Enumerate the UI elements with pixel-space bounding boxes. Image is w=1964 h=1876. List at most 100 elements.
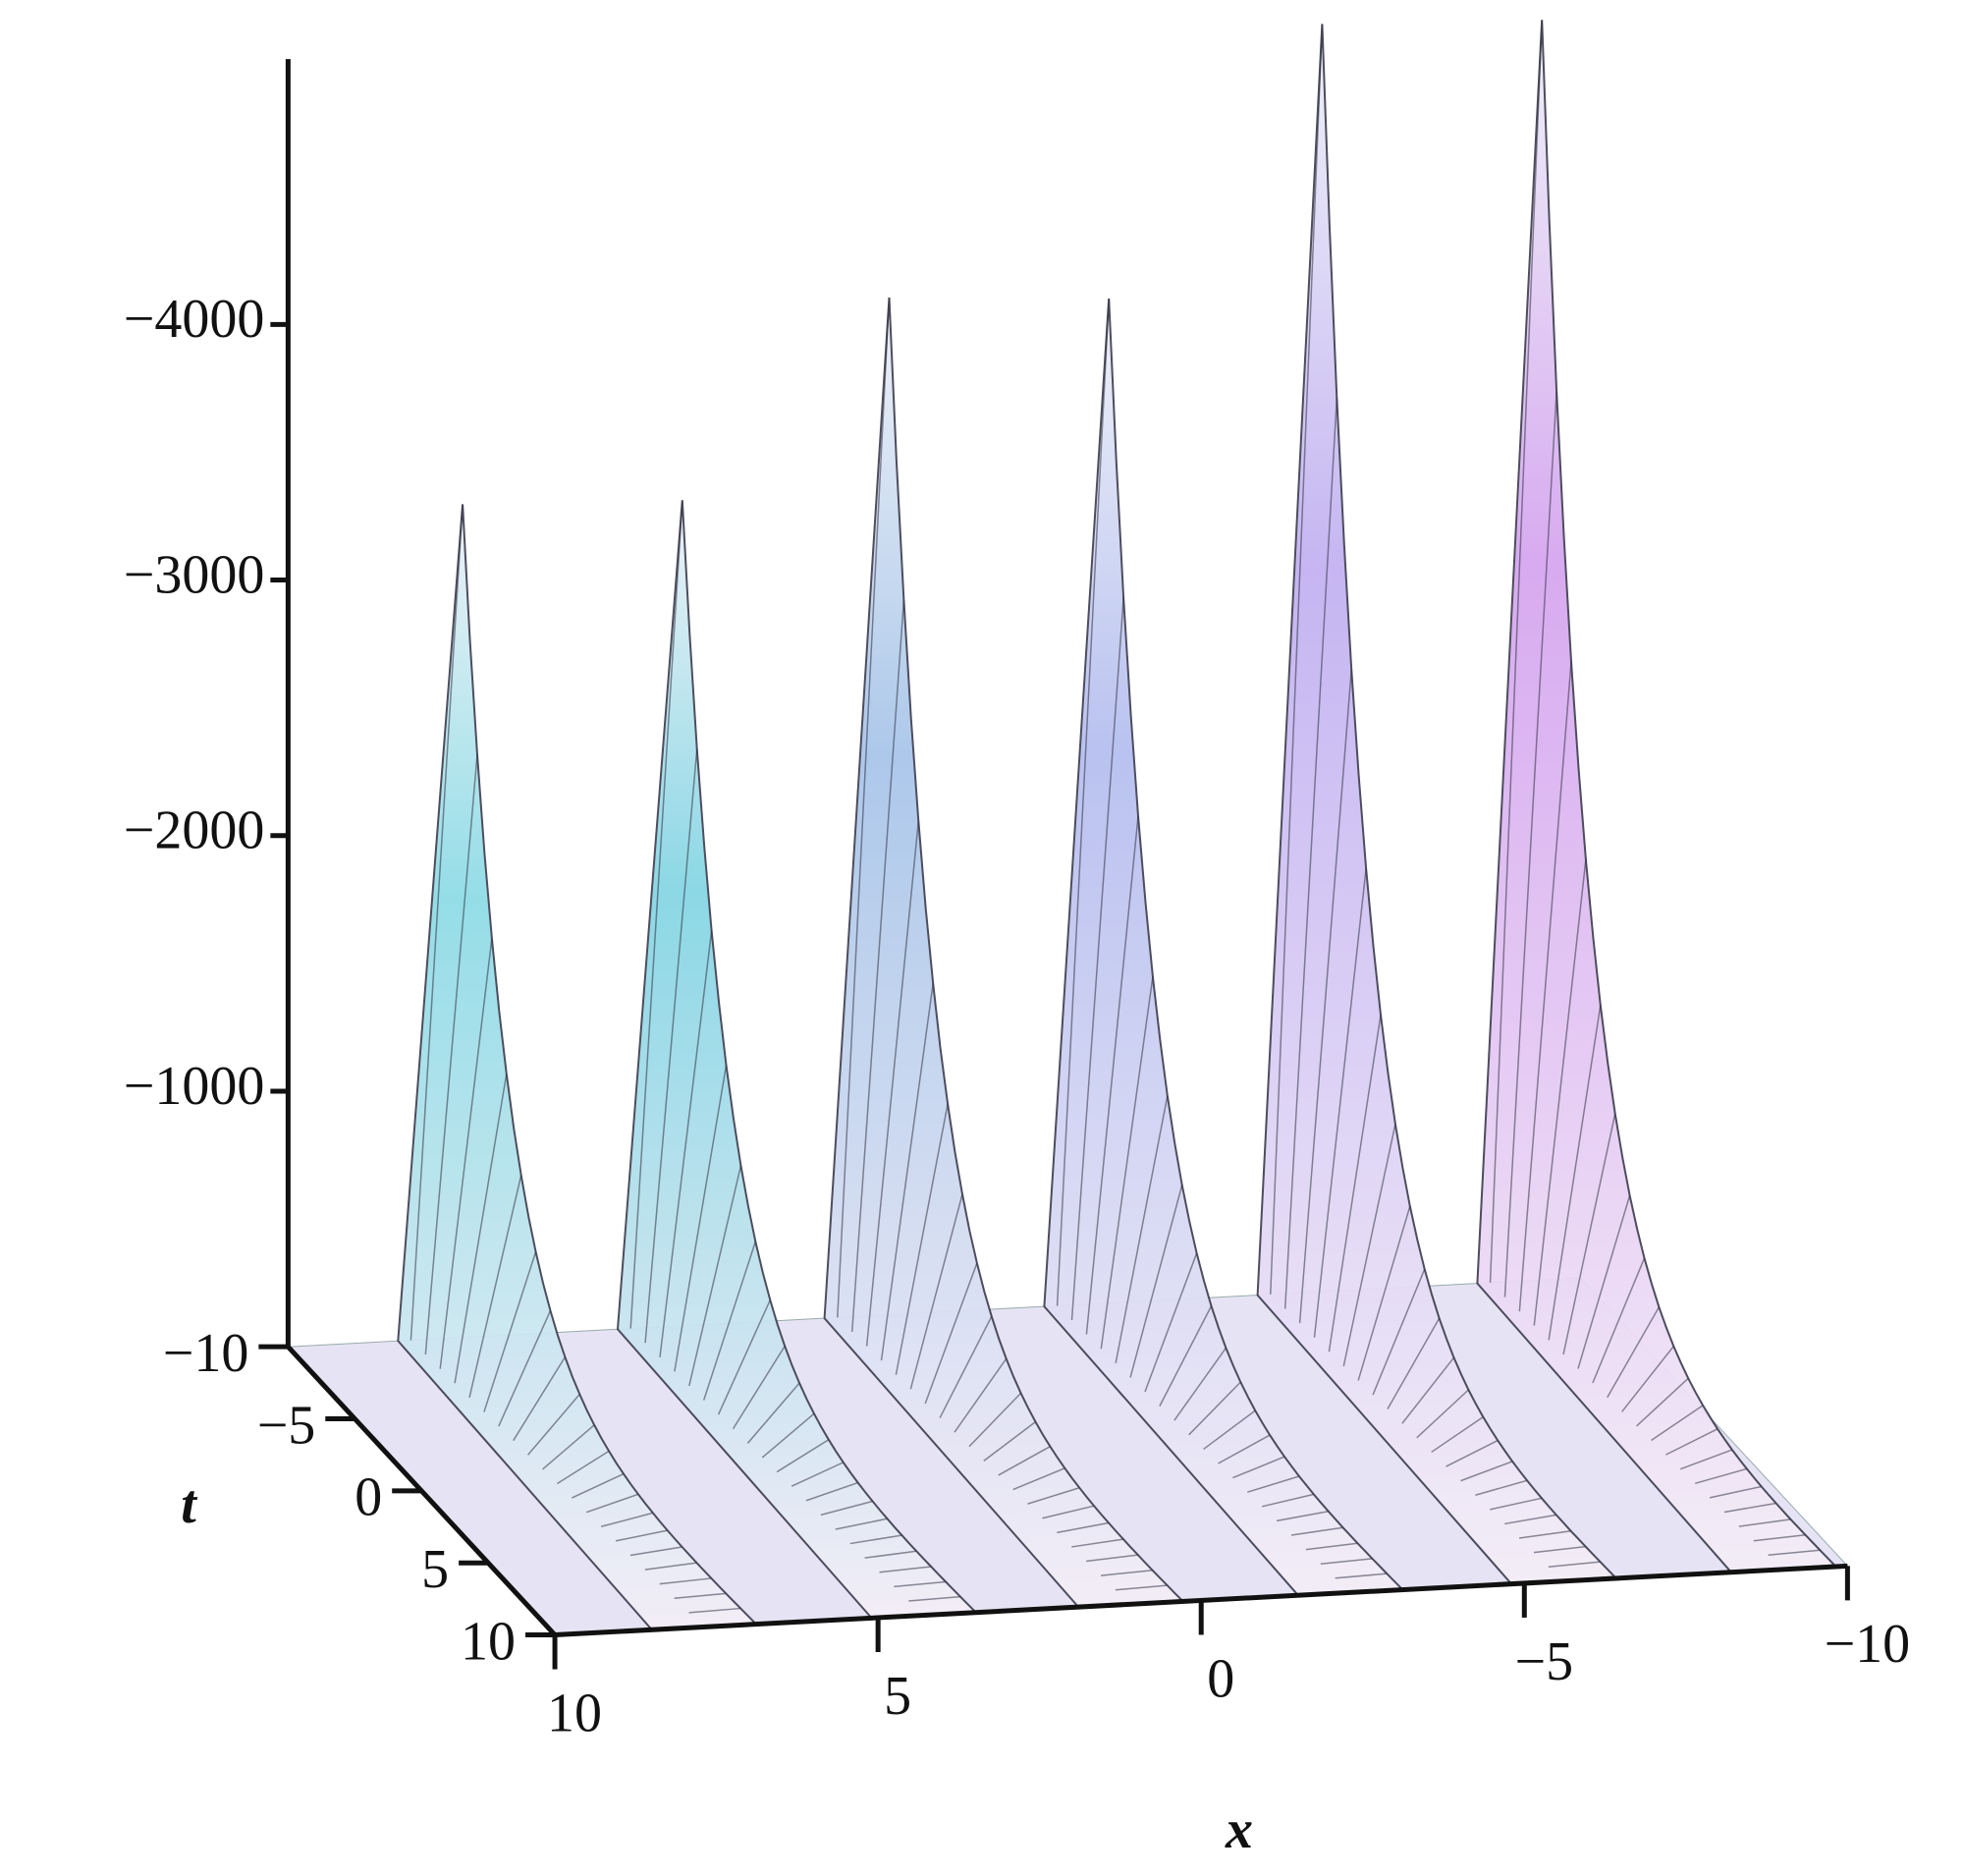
ridge	[1476, 20, 1837, 1573]
ridge	[616, 500, 978, 1620]
z-tick-label: −4000	[124, 289, 265, 350]
hatch	[968, 1392, 1022, 1448]
hatch	[761, 1412, 815, 1459]
hatch	[1342, 1124, 1396, 1367]
hatch	[1100, 1570, 1153, 1576]
hatch	[1636, 1377, 1689, 1427]
hatch	[1460, 1461, 1513, 1482]
hatch	[572, 1472, 625, 1499]
hatch	[983, 1420, 1036, 1462]
hatch	[776, 1439, 830, 1473]
hatch	[880, 983, 934, 1361]
hatch	[909, 1193, 963, 1390]
hatch	[1218, 1434, 1271, 1464]
hatch	[1305, 1542, 1358, 1551]
hatch	[615, 1529, 668, 1542]
hatch	[1283, 397, 1338, 1309]
hatch	[585, 1493, 639, 1514]
hatch	[1320, 1558, 1373, 1565]
hatch	[409, 504, 464, 1341]
hatch	[1490, 1497, 1543, 1511]
t-axis-label: t	[181, 1474, 197, 1535]
hatch	[1548, 1005, 1602, 1341]
hatch	[849, 1534, 902, 1545]
hatch	[513, 1356, 567, 1442]
hatch	[688, 1165, 742, 1387]
hatch	[1533, 1545, 1586, 1554]
hatch	[1057, 1521, 1110, 1534]
hatch	[1577, 1194, 1631, 1369]
hatch	[1262, 1493, 1315, 1508]
hatch	[879, 1566, 932, 1573]
hatch	[1489, 20, 1543, 1283]
x-axis-label: x	[1225, 1799, 1253, 1860]
hatch	[424, 754, 478, 1355]
z-tick-label: −1000	[124, 1056, 265, 1117]
hatch	[1298, 669, 1352, 1324]
hatch	[702, 1241, 757, 1401]
hatch	[600, 1512, 653, 1528]
hatch	[1475, 1479, 1528, 1496]
hatch	[1247, 1475, 1300, 1493]
hatch	[468, 1175, 522, 1399]
hatch	[1129, 1185, 1183, 1378]
hatch	[1173, 1347, 1228, 1421]
hatch	[1100, 976, 1154, 1350]
hatch	[924, 1262, 978, 1405]
hatch	[1085, 815, 1139, 1335]
hatch	[542, 1424, 595, 1470]
hatch	[805, 1481, 858, 1502]
hatch	[837, 297, 891, 1318]
hatch	[1042, 1505, 1095, 1519]
hatch	[659, 1577, 712, 1585]
hatch	[629, 500, 683, 1329]
hatch	[1651, 1405, 1704, 1442]
hatch	[674, 1065, 728, 1372]
hatch	[1562, 1113, 1616, 1355]
hatch	[1203, 1409, 1256, 1451]
hatch	[1357, 1205, 1411, 1381]
hatch	[894, 1580, 947, 1588]
hatch	[1387, 1317, 1441, 1410]
hatch	[1159, 1305, 1213, 1407]
hatch	[746, 1382, 800, 1444]
t-tick-label: −5	[257, 1395, 316, 1456]
hatch	[835, 1517, 888, 1530]
hatch	[895, 1103, 949, 1375]
hatch	[1232, 1456, 1285, 1479]
hatch	[998, 1446, 1051, 1476]
hatch	[1401, 1356, 1455, 1424]
hatch	[688, 1607, 741, 1614]
hatch	[483, 1251, 537, 1412]
hatch	[1335, 1573, 1388, 1579]
hatch	[1070, 597, 1124, 1321]
hatch	[717, 1299, 771, 1415]
x-tick-label: −10	[1825, 1614, 1911, 1675]
t-tick-label: 10	[461, 1611, 516, 1672]
hatch	[1768, 1549, 1821, 1557]
hatch	[644, 1562, 697, 1571]
hatch	[865, 820, 920, 1347]
hatch	[1115, 1095, 1169, 1363]
hatch	[939, 1315, 993, 1418]
hatch	[1533, 858, 1587, 1326]
hatch	[1503, 391, 1557, 1297]
ridge	[1256, 24, 1617, 1585]
t-tick-label: 0	[355, 1467, 382, 1528]
x-tick-label: −5	[1514, 1631, 1573, 1692]
hatch	[1723, 1502, 1776, 1514]
hatch	[1313, 867, 1367, 1338]
hatch	[1416, 1389, 1469, 1439]
hatch	[1753, 1533, 1806, 1542]
hatch	[954, 1357, 1008, 1433]
hatch	[659, 930, 713, 1357]
hatch	[1518, 661, 1572, 1312]
hatch	[454, 1074, 508, 1384]
hatch	[1115, 1584, 1168, 1591]
hatch	[1738, 1518, 1791, 1527]
ridges	[397, 20, 1837, 1631]
hatch	[1548, 1561, 1601, 1568]
hatch	[1270, 24, 1324, 1295]
